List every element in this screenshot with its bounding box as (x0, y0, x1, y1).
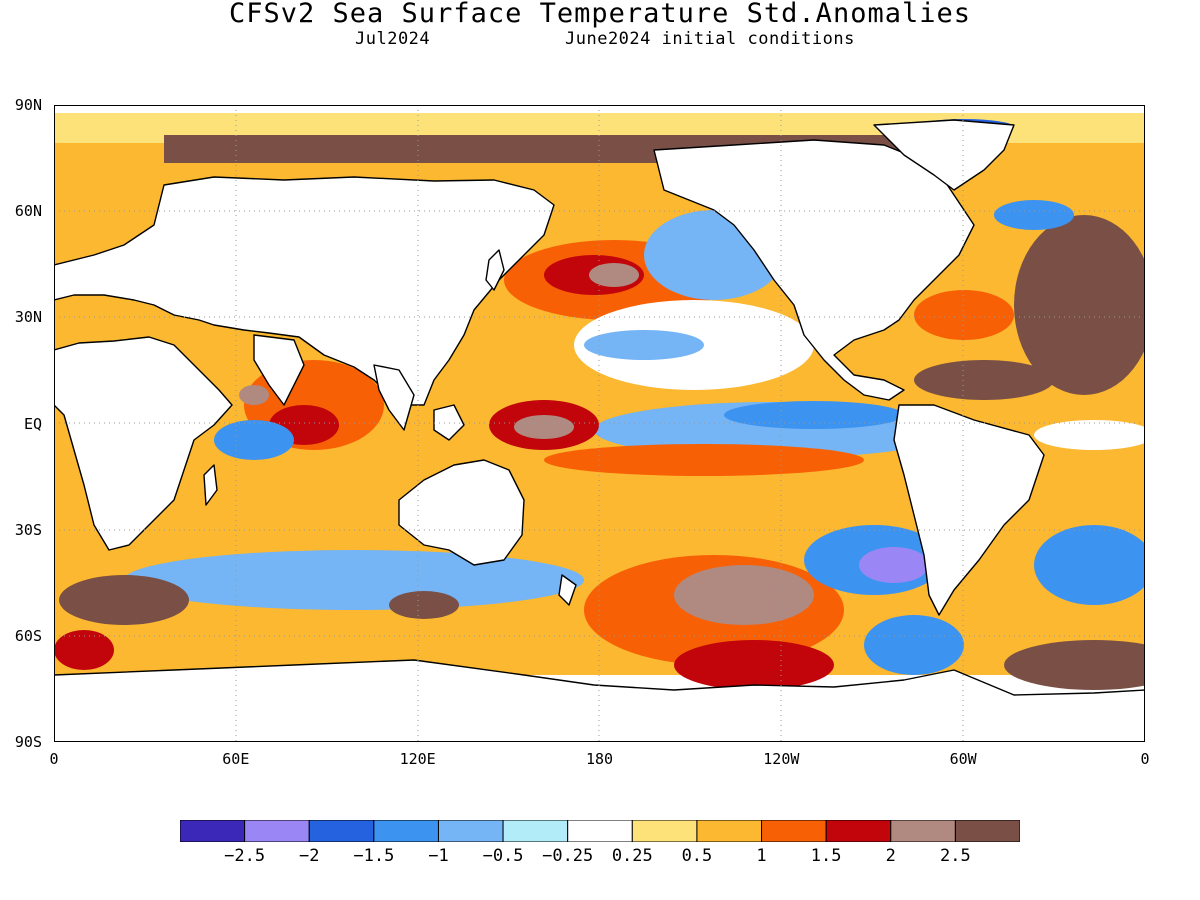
india-land (253, 334, 305, 406)
colorbar-swatch (890, 820, 956, 842)
lon-tick-label: 120W (763, 750, 800, 768)
lat-tick-label: 90S (14, 733, 42, 751)
north-america-land (653, 139, 975, 401)
colorbar-tick-label: 2.5 (940, 846, 971, 866)
map-canvas (54, 105, 1145, 742)
colorbar-tick-label: −0.5 (482, 846, 524, 866)
colorbar-tick-label: −2 (298, 846, 320, 866)
lon-tick-label: 60E (222, 750, 250, 768)
colorbar-swatch (180, 820, 246, 842)
southern-indian-cool (124, 550, 584, 610)
lon-tick-label: 60W (949, 750, 977, 768)
lat-tick-label: 30S (14, 520, 42, 539)
lon-tick-label: 180 (585, 750, 614, 768)
lon-tick-label: 120E (399, 750, 436, 768)
equatorial-cold-core (724, 401, 904, 429)
colorbar-tick-label: −2.5 (224, 846, 266, 866)
west-indian-cool (214, 420, 294, 460)
colorbar-swatch (373, 820, 439, 842)
madagascar-land (203, 464, 218, 506)
arabian-sea-patch (239, 385, 269, 405)
colorbar-swatch (567, 820, 633, 842)
colorbar-swatch (502, 820, 569, 842)
south-pacific-strong (674, 640, 834, 690)
greenland-land (873, 119, 1015, 191)
southern-ocean-strong (54, 630, 114, 670)
graticule (54, 105, 1145, 742)
australia-land (398, 459, 525, 566)
colorbar-tick-label: −1.5 (353, 846, 395, 866)
sst-anomaly-map (54, 105, 1145, 742)
subtropical-pacific-cool (584, 330, 704, 360)
colorbar-tick-label: 0.25 (611, 846, 653, 866)
south-pacific-core (674, 565, 814, 625)
warm-pool-core (514, 415, 574, 439)
colorbar-swatch (308, 820, 375, 842)
colorbar-swatch (244, 820, 310, 842)
weddell-warm (1004, 640, 1145, 690)
chart-title: CFSv2 Sea Surface Temperature Std.Anomal… (229, 0, 971, 29)
lat-tick-label: EQ (23, 414, 42, 433)
tropical-atlantic-warm (914, 360, 1054, 400)
colorbar-swatch (437, 820, 504, 842)
land-masses (54, 119, 1145, 742)
japan-land (485, 249, 505, 291)
map-frame (54, 105, 1145, 742)
colorbar-tick-label: −1 (428, 846, 449, 866)
colorbar-swatch (696, 820, 763, 842)
south-atlantic-warm (59, 575, 189, 625)
colorbar-swatch (825, 820, 892, 842)
colorbar-swatch (761, 820, 827, 842)
southeast-pacific-cold (859, 547, 929, 583)
labrador-cool (994, 200, 1074, 230)
eurasia-land (54, 176, 555, 406)
colorbar-swatch (631, 820, 698, 842)
north-atlantic-warm (1014, 215, 1145, 395)
southeast-asia-land (373, 364, 415, 431)
south-atlantic-cool (1034, 525, 1145, 605)
south-indian-warm (389, 591, 459, 619)
colorbar-swatch (954, 820, 1020, 842)
africa-land (54, 336, 233, 551)
lat-tick-label: 30N (14, 308, 42, 327)
north-pacific-core (589, 263, 639, 287)
valid-month-label: Jul2024 (355, 29, 431, 49)
init-conditions-label: June2024 initial conditions (565, 29, 855, 49)
colorbar-tick-label: 1 (756, 846, 767, 866)
gulf-stream-warm (914, 290, 1014, 340)
equatorial-atlantic-neutral (1034, 420, 1145, 450)
colorbar-tick-label: 0.5 (681, 846, 713, 866)
lon-tick-label: 0 (1140, 750, 1150, 768)
lat-tick-label: 90N (14, 96, 42, 114)
lon-tick-label: 0 (49, 750, 59, 768)
south-equatorial-warm (544, 444, 864, 476)
lat-tick-label: 60S (14, 626, 42, 645)
legend-colorbar (180, 820, 1020, 842)
south-america-land (893, 404, 1045, 616)
drake-passage-cool (864, 615, 964, 675)
new-zealand-land (558, 574, 577, 606)
colorbar-tick-label: 1.5 (810, 846, 842, 866)
colorbar-tick-label: −0.25 (542, 846, 594, 866)
colorbar-tick-label: 2 (885, 846, 896, 866)
lat-tick-label: 60N (14, 202, 42, 221)
